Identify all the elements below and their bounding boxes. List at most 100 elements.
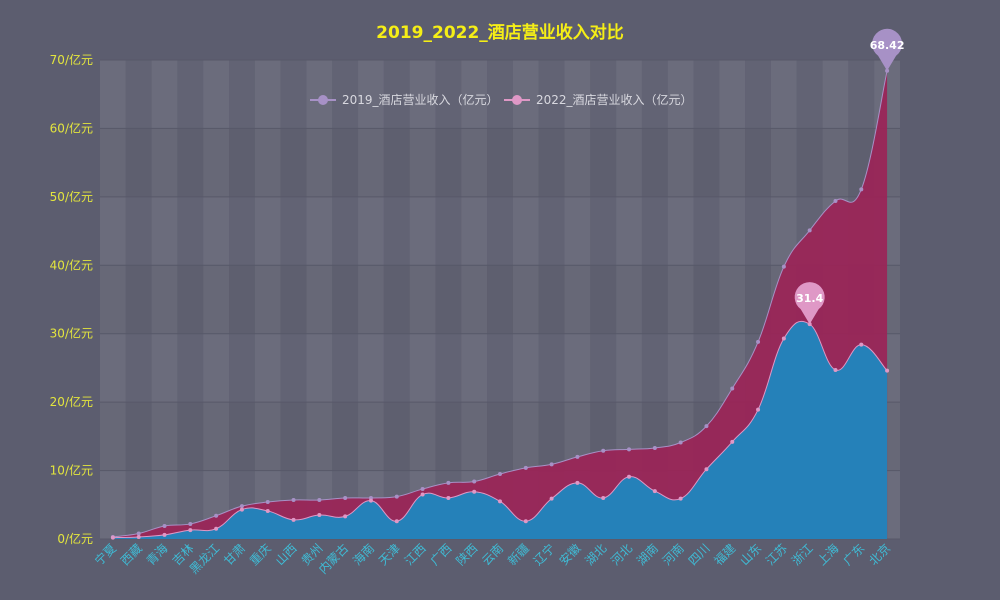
y-tick-label: 10/亿元: [50, 463, 93, 478]
data-point[interactable]: [368, 498, 373, 503]
data-point[interactable]: [265, 508, 270, 513]
data-point[interactable]: [188, 521, 193, 526]
data-point[interactable]: [781, 336, 786, 341]
data-point[interactable]: [162, 523, 167, 528]
data-point[interactable]: [523, 465, 528, 470]
data-point[interactable]: [394, 519, 399, 524]
plot-band: [177, 60, 204, 539]
data-point[interactable]: [833, 367, 838, 372]
plot-band: [383, 60, 410, 539]
data-point[interactable]: [368, 495, 373, 500]
pin-label: 31.4: [796, 292, 823, 305]
max-pin: 68.42: [870, 28, 905, 71]
data-point[interactable]: [239, 504, 244, 509]
x-tick-label: 黑龙江: [187, 541, 222, 576]
data-point[interactable]: [420, 487, 425, 492]
legend-item[interactable]: 2022_酒店营业收入（亿元）: [504, 92, 693, 107]
data-point[interactable]: [601, 495, 606, 500]
data-point[interactable]: [627, 447, 632, 452]
data-point[interactable]: [420, 492, 425, 497]
pin-shape: [794, 282, 825, 325]
data-point[interactable]: [627, 474, 632, 479]
data-point[interactable]: [343, 495, 348, 500]
data-point[interactable]: [652, 445, 657, 450]
x-tick-label: 海南: [350, 541, 378, 569]
data-point[interactable]: [214, 526, 219, 531]
plot-band: [358, 60, 384, 539]
legend-marker: [512, 95, 522, 105]
max-value-markers: 68.42 31.4: [794, 28, 905, 325]
data-point[interactable]: [678, 440, 683, 445]
data-point[interactable]: [498, 471, 502, 476]
data-point[interactable]: [575, 480, 580, 485]
data-point[interactable]: [678, 496, 683, 501]
plot-band: [306, 60, 333, 539]
plot-band: [151, 60, 178, 539]
x-tick-label: 四川: [686, 541, 713, 568]
pin-shape: [872, 28, 903, 71]
data-point[interactable]: [394, 494, 399, 499]
x-tick-label: 内蒙古: [315, 541, 351, 577]
legend-marker: [318, 95, 328, 105]
y-tick-label: 50/亿元: [50, 189, 93, 204]
data-point[interactable]: [291, 497, 296, 502]
legend-item[interactable]: 2019_酒店营业收入（亿元）: [310, 92, 499, 107]
data-point[interactable]: [730, 439, 735, 444]
data-point[interactable]: [136, 534, 141, 539]
pin-label: 68.42: [870, 39, 905, 52]
data-point[interactable]: [730, 386, 735, 391]
data-point[interactable]: [704, 424, 709, 429]
data-point[interactable]: [859, 187, 864, 192]
data-point[interactable]: [472, 479, 477, 484]
data-point[interactable]: [523, 519, 528, 524]
data-point[interactable]: [652, 489, 657, 494]
legend: 2019_酒店营业收入（亿元） 2022_酒店营业收入（亿元）: [310, 92, 693, 107]
x-tick-label: 上海: [814, 541, 842, 569]
data-point[interactable]: [265, 500, 270, 505]
data-point[interactable]: [601, 448, 606, 453]
data-point[interactable]: [446, 495, 451, 500]
x-tick-label: 重庆: [247, 541, 274, 568]
x-tick-label: 北京: [866, 541, 893, 568]
data-point[interactable]: [239, 507, 244, 512]
plot-band: [100, 60, 126, 539]
plot-band: [538, 60, 565, 539]
data-point[interactable]: [162, 532, 167, 537]
data-point[interactable]: [188, 528, 193, 533]
x-tick-label: 福建: [711, 541, 739, 569]
data-point[interactable]: [807, 228, 812, 233]
y-tick-label: 20/亿元: [50, 394, 93, 409]
data-point[interactable]: [885, 368, 890, 373]
data-point[interactable]: [575, 454, 580, 459]
data-point[interactable]: [446, 480, 451, 485]
data-point[interactable]: [136, 531, 141, 536]
x-tick-label: 宁夏: [91, 541, 119, 569]
y-tick-label: 40/亿元: [50, 257, 93, 272]
data-point[interactable]: [549, 496, 554, 501]
data-point[interactable]: [704, 467, 709, 472]
data-point[interactable]: [756, 339, 761, 344]
data-point[interactable]: [833, 198, 838, 203]
data-point[interactable]: [291, 517, 296, 522]
x-tick-label: 河北: [608, 541, 635, 568]
y-tick-label: 0/亿元: [57, 531, 93, 546]
data-point[interactable]: [110, 535, 115, 540]
x-tick-label: 江苏: [763, 541, 790, 568]
data-point[interactable]: [343, 514, 348, 519]
data-point[interactable]: [317, 497, 322, 502]
data-point[interactable]: [859, 342, 864, 347]
plot-band: [409, 60, 436, 539]
data-point[interactable]: [549, 462, 554, 467]
plot-band: [332, 60, 359, 539]
x-tick-label: 新疆: [504, 541, 532, 569]
data-point[interactable]: [472, 489, 477, 494]
data-point[interactable]: [781, 264, 786, 269]
data-point[interactable]: [214, 513, 219, 518]
x-tick-label: 湖北: [582, 541, 610, 569]
data-point[interactable]: [317, 513, 322, 518]
data-point[interactable]: [498, 499, 502, 504]
y-axis: 0/亿元 10/亿元 20/亿元 30/亿元 40/亿元 50/亿元 60/亿元 70/亿元: [50, 52, 93, 546]
x-axis: 宁夏西藏青海吉林黑龙江甘肃重庆山西贵州内蒙古海南天津江西广西陕西云南新疆辽宁安徽…: [91, 541, 893, 577]
data-point[interactable]: [756, 407, 761, 412]
